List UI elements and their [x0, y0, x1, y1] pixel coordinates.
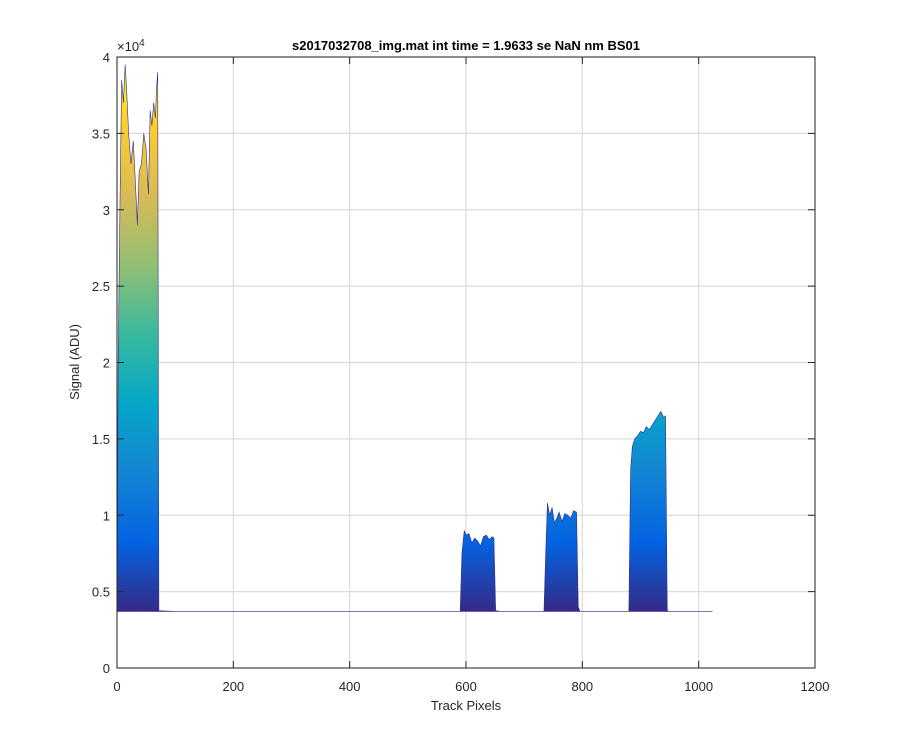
x-tick-label: 0	[113, 679, 120, 694]
y-tick-label: 3	[103, 203, 110, 218]
x-tick-label: 200	[222, 679, 244, 694]
y-tick-label: 0	[103, 661, 110, 676]
y-tick-label: 4	[103, 50, 110, 65]
y-tick-label: 2	[103, 356, 110, 371]
y-tick-label: 1.5	[92, 432, 110, 447]
x-tick-label: 1000	[684, 679, 713, 694]
y-exponent-base: ×10	[117, 39, 139, 54]
y-exponent-power: 4	[139, 38, 145, 49]
y-tick-labels: 0 0.5 1 1.5 2 2.5 3 3.5 4	[92, 50, 110, 676]
signal-area	[116, 64, 713, 612]
x-tick-label: 600	[455, 679, 477, 694]
y-exponent-label: ×104	[117, 38, 145, 54]
x-tick-label: 1200	[801, 679, 830, 694]
x-axis-label: Track Pixels	[431, 698, 502, 713]
y-tick-label: 1	[103, 508, 110, 523]
y-tick-label: 2.5	[92, 279, 110, 294]
x-tick-label: 400	[339, 679, 361, 694]
y-axis-label: Signal (ADU)	[67, 324, 82, 400]
y-tick-label: 3.5	[92, 126, 110, 141]
axes	[116, 56, 816, 669]
x-tick-labels: 0 200 400 600 800 1000 1200	[113, 679, 829, 694]
x-tick-label: 800	[571, 679, 593, 694]
chart-title: s2017032708_img.mat int time = 1.9633 se…	[292, 38, 640, 53]
y-tick-label: 0.5	[92, 585, 110, 600]
